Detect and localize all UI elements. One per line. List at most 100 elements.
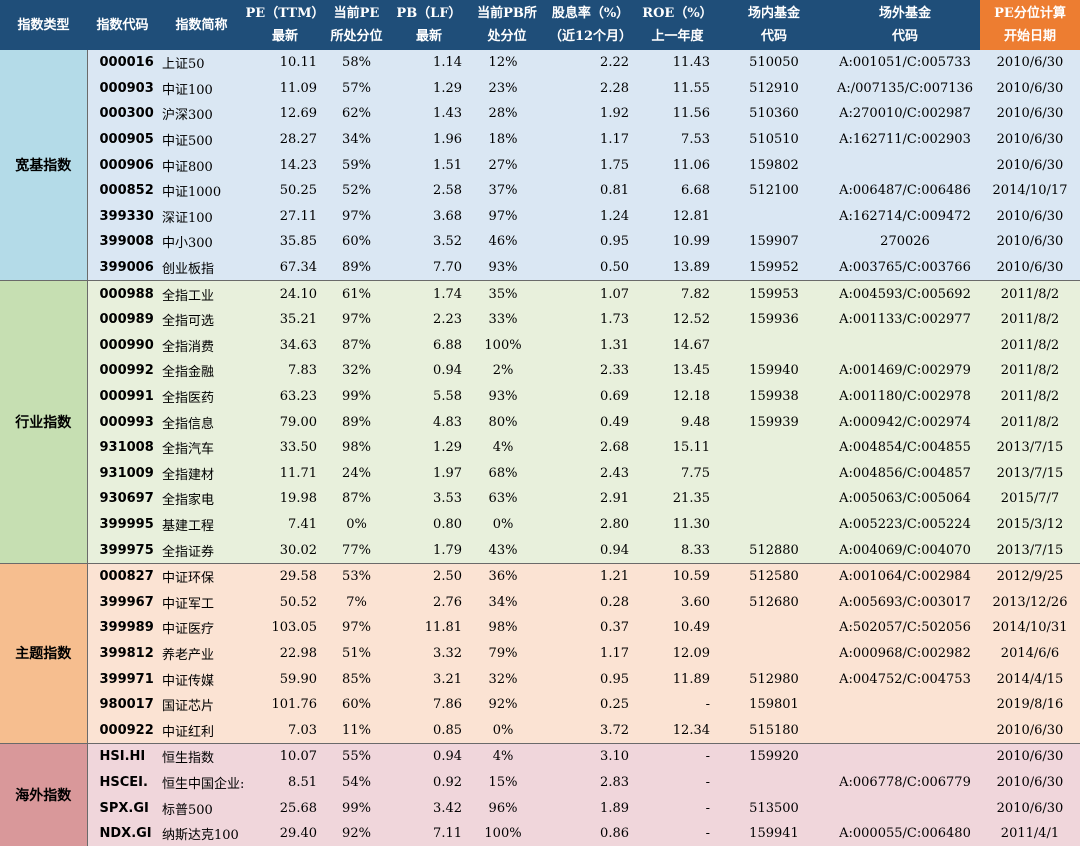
pb-cell: 1.14 xyxy=(388,50,470,76)
etf-code-cell: 159940 xyxy=(718,358,830,384)
table-row: HSCEI. 恒生中国企业: 8.51 54% 0.92 15% 2.83- A:006778… xyxy=(0,769,1080,796)
pe-cell: 33.50 xyxy=(245,434,325,461)
index-name-cell: 深证100 xyxy=(158,203,245,230)
table-row: NDX.GI 纳斯达克100 29.40 92% 7.11 100% 0.86-159941… xyxy=(0,820,1080,847)
roe-cell: 12.09 xyxy=(637,640,718,667)
dividend-yield-cell: 1.92 xyxy=(544,101,637,127)
dividend-yield-cell: 2.28 xyxy=(544,75,637,102)
category-cell: 主题指数 xyxy=(0,562,88,744)
pb-cell: 2.50 xyxy=(388,562,470,590)
pe-cell: 19.98 xyxy=(245,486,325,512)
pb-cell: 6.88 xyxy=(388,332,470,359)
index-code-cell: 000903 xyxy=(87,75,158,102)
index-name-cell: 中证红利 xyxy=(158,717,245,744)
dividend-yield-cell: 2.83 xyxy=(544,769,637,796)
pe-cell: 28.27 xyxy=(245,126,325,153)
index-name-cell: 纳斯达克100 xyxy=(158,820,245,847)
pe-percentile-cell: 60% xyxy=(325,691,388,718)
pb-cell: 0.94 xyxy=(388,743,470,770)
otc-fund-code-cell: A:/007135/C:007136 xyxy=(830,75,980,102)
dividend-yield-cell: 1.73 xyxy=(544,306,637,333)
start-date-cell: 2010/6/30 xyxy=(980,717,1080,744)
table-row: 931009 全指建材 11.71 24% 1.97 68% 2.43 7.75 A:00485… xyxy=(0,460,1080,487)
index-name-cell: 中证环保 xyxy=(158,562,245,590)
pe-percentile-cell: 97% xyxy=(325,306,388,333)
pb-percentile-cell: 4% xyxy=(470,743,544,770)
header-line-1: 场内基金 xyxy=(747,6,800,21)
pb-percentile-cell: 18% xyxy=(470,126,544,153)
dividend-yield-cell: 0.50 xyxy=(544,254,637,281)
etf-code-cell: 513500 xyxy=(718,795,830,821)
pe-percentile-cell: 58% xyxy=(325,50,388,76)
pe-percentile-cell: 85% xyxy=(325,666,388,692)
pe-percentile-cell: 0% xyxy=(325,511,388,538)
pe-percentile-cell: 59% xyxy=(325,152,388,178)
start-date-cell: 2012/9/25 xyxy=(980,562,1080,590)
pb-percentile-cell: 0% xyxy=(470,717,544,744)
start-date-cell: 2010/6/30 xyxy=(980,254,1080,281)
pb-cell: 1.97 xyxy=(388,460,470,487)
otc-fund-code-cell: A:005693/C:003017 xyxy=(830,589,980,616)
pe-cell: 11.09 xyxy=(245,75,325,102)
otc-fund-code-cell: A:162711/C:002903 xyxy=(830,126,980,153)
roe-cell: 6.68 xyxy=(637,177,718,204)
start-date-cell: 2010/6/30 xyxy=(980,101,1080,127)
index-code-cell: 000300 xyxy=(87,101,158,127)
dividend-yield-cell: 0.69 xyxy=(544,383,637,410)
index-name-cell: 创业板指 xyxy=(158,254,245,281)
column-header-dividend-yield: 股息率（%） （近12个月） xyxy=(544,0,637,50)
pb-percentile-cell: 63% xyxy=(470,486,544,512)
otc-fund-code-cell: A:000942/C:002974 xyxy=(830,409,980,435)
pb-cell: 3.21 xyxy=(388,666,470,692)
pb-percentile-cell: 80% xyxy=(470,409,544,435)
index-code-cell: 000992 xyxy=(87,358,158,384)
pb-percentile-cell: 2% xyxy=(470,358,544,384)
dividend-yield-cell: 0.37 xyxy=(544,615,637,641)
pe-percentile-cell: 7% xyxy=(325,589,388,616)
dividend-yield-cell: 1.24 xyxy=(544,203,637,230)
start-date-cell: 2010/6/30 xyxy=(980,769,1080,796)
pe-cell: 35.21 xyxy=(245,306,325,333)
etf-code-cell xyxy=(718,769,830,796)
pb-cell: 2.23 xyxy=(388,306,470,333)
table-row: 399971 中证传媒 59.90 85% 3.21 32% 0.95 11.89 512980… xyxy=(0,666,1080,692)
etf-code-cell: 510050 xyxy=(718,50,830,76)
column-header-pb-percentile: 当前PB所 处分位 xyxy=(470,0,544,50)
etf-code-cell: 159953 xyxy=(718,280,830,307)
table-row: 000993 全指信息 79.00 89% 4.83 80% 0.49 9.48 159939 A… xyxy=(0,409,1080,435)
header-line-1: 场外基金 xyxy=(878,6,931,21)
column-header-etf-code: 场内基金 代码 xyxy=(718,0,830,50)
start-date-cell: 2015/7/7 xyxy=(980,486,1080,512)
index-code-cell: 399008 xyxy=(87,229,158,255)
index-code-cell: 399967 xyxy=(87,589,158,616)
otc-fund-code-cell xyxy=(830,691,980,718)
header-line-1: PE（TTM） xyxy=(245,6,325,21)
pb-cell: 1.51 xyxy=(388,152,470,178)
etf-code-cell xyxy=(718,434,830,461)
pe-percentile-cell: 98% xyxy=(325,434,388,461)
pe-percentile-cell: 11% xyxy=(325,717,388,744)
table-row: 宽基指数 000016 上证50 10.11 58% 1.14 12% 2.22 11.43 51… xyxy=(0,50,1080,281)
pb-cell: 3.52 xyxy=(388,229,470,255)
pb-percentile-cell: 68% xyxy=(470,460,544,487)
index-name-cell: 中证500 xyxy=(158,126,245,153)
column-header-index-name: 指数简称 xyxy=(158,0,245,50)
column-header-pb-latest: PB（LF） 最新 xyxy=(388,0,470,50)
pb-cell: 3.53 xyxy=(388,486,470,512)
roe-cell: 11.06 xyxy=(637,152,718,178)
index-code-cell: 399995 xyxy=(87,511,158,538)
index-code-cell: 399989 xyxy=(87,615,158,641)
otc-fund-code-cell: A:004593/C:005692 xyxy=(830,280,980,307)
start-date-cell: 2011/8/2 xyxy=(980,280,1080,307)
header-line-2: 上一年度 xyxy=(651,29,704,44)
index-code-cell: 399971 xyxy=(87,666,158,692)
roe-cell: 11.30 xyxy=(637,511,718,538)
index-name-cell: 上证50 xyxy=(158,50,245,76)
index-name-cell: 全指汽车 xyxy=(158,434,245,461)
start-date-cell: 2014/6/6 xyxy=(980,640,1080,667)
roe-cell: - xyxy=(637,743,718,770)
start-date-cell: 2015/3/12 xyxy=(980,511,1080,538)
pb-cell: 0.80 xyxy=(388,511,470,538)
pe-percentile-cell: 55% xyxy=(325,743,388,770)
pe-percentile-cell: 62% xyxy=(325,101,388,127)
